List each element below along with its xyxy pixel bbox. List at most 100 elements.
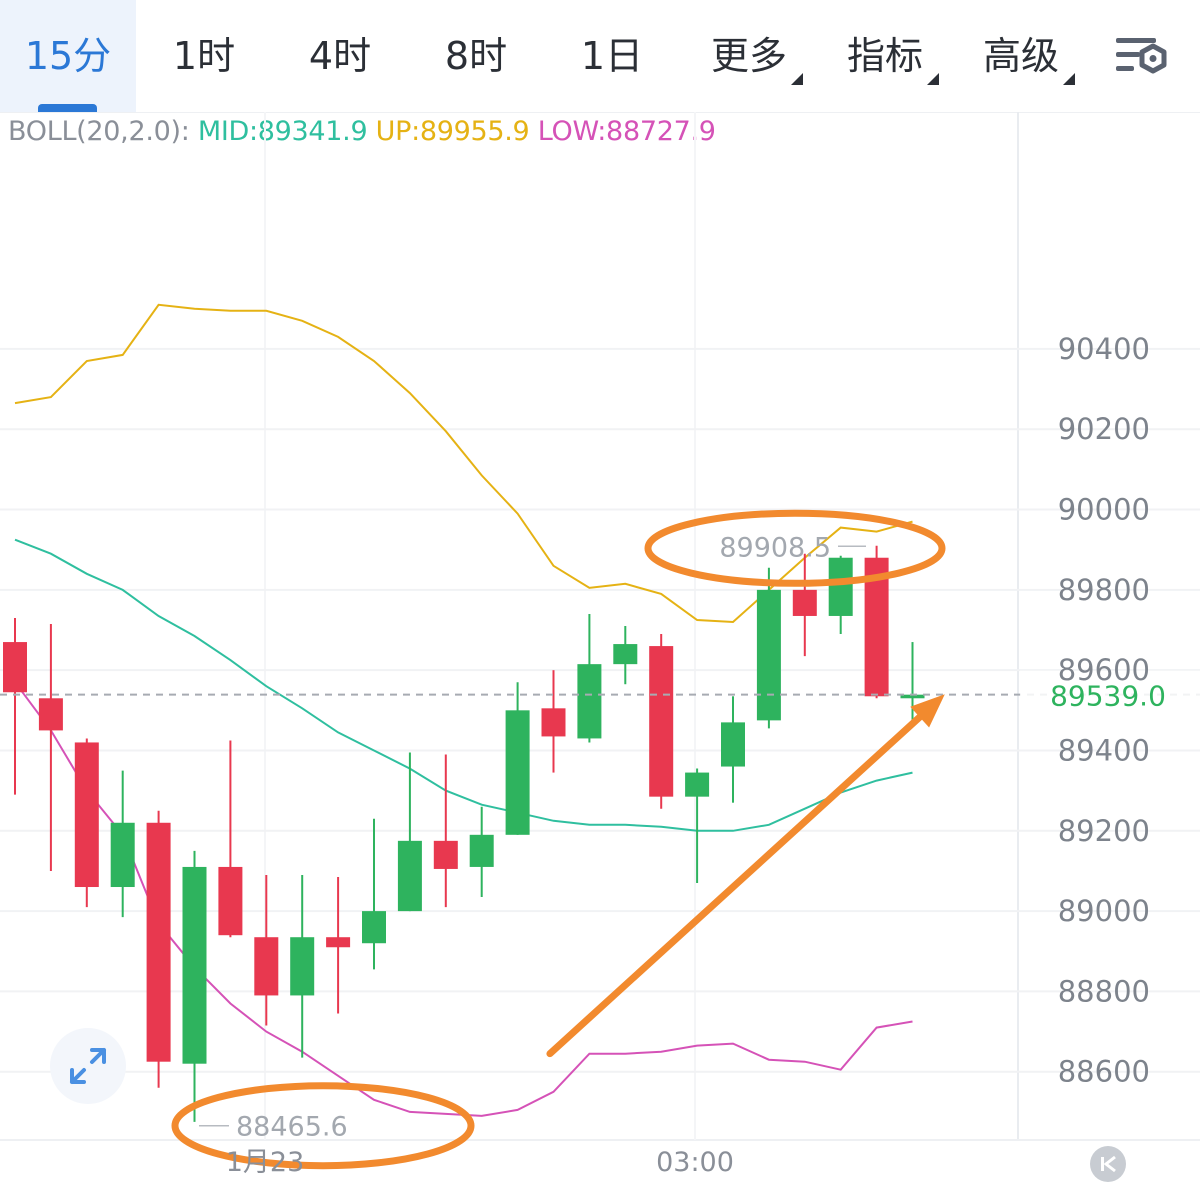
tab-label: 4时 xyxy=(308,34,372,78)
candle-body xyxy=(469,834,494,867)
low-price-marker: 88465.6 xyxy=(236,1112,348,1143)
tab-15m[interactable]: 15分 xyxy=(0,0,136,112)
y-tick-label: 88600 xyxy=(1058,1055,1150,1089)
candle-body xyxy=(828,557,853,616)
candle-body xyxy=(218,866,243,936)
tab-1d[interactable]: 1日 xyxy=(560,0,664,112)
y-tick-label: 89200 xyxy=(1058,814,1150,848)
active-tab-indicator xyxy=(38,104,97,112)
expand-icon xyxy=(70,1048,106,1084)
y-tick-label: 89800 xyxy=(1058,573,1150,607)
bullish-candle xyxy=(182,850,207,1122)
uptrend-arrow-head xyxy=(910,694,945,728)
candle-body xyxy=(900,694,925,699)
candle-body xyxy=(541,708,566,737)
fullscreen-button[interactable] xyxy=(50,1028,126,1104)
tab-4h[interactable]: 4时 xyxy=(288,0,392,112)
bullish-candle xyxy=(756,567,781,729)
candle-body xyxy=(290,937,315,996)
bearish-candle xyxy=(3,617,27,795)
candle-body xyxy=(362,911,386,944)
bearish-candle xyxy=(146,810,171,1088)
y-tick-label: 89000 xyxy=(1058,894,1150,928)
candle-body xyxy=(3,642,27,693)
x-tick-label: 03:00 xyxy=(656,1147,734,1178)
y-tick-label: 90400 xyxy=(1058,332,1150,366)
bearish-candle xyxy=(864,545,889,699)
bearish-candle xyxy=(433,754,458,908)
bearish-candle xyxy=(38,623,63,871)
tab-label: 指标 xyxy=(846,34,923,78)
y-tick-label: 89600 xyxy=(1058,653,1150,687)
candle-body xyxy=(74,742,99,888)
boll-label: BOLL(20,2.0): xyxy=(8,116,190,147)
tab-label: 1时 xyxy=(172,34,236,78)
low-annotation-ellipse xyxy=(171,1082,475,1170)
bullish-candle xyxy=(685,768,710,883)
current-price-label: 89539.0 xyxy=(1050,680,1166,713)
timeframe-tabbar: 15分 1时 4时 8时 1日 更多 指标 高级 xyxy=(0,0,1200,113)
candle-body xyxy=(721,722,745,767)
chart-settings-icon xyxy=(1116,38,1167,74)
high-price-marker: 89908.5 xyxy=(719,532,831,563)
tab-label: 15分 xyxy=(24,34,112,78)
tab-indicators-dropdown[interactable]: 指标 xyxy=(836,0,950,112)
tab-1h[interactable]: 1时 xyxy=(152,0,256,112)
bullish-candle xyxy=(290,874,315,1058)
scroll-to-latest-button[interactable] xyxy=(1090,1146,1126,1182)
x-tick-label: 1月23 xyxy=(226,1147,305,1178)
candle-body xyxy=(756,589,781,721)
bullish-candle xyxy=(613,626,638,685)
chart-settings-button[interactable] xyxy=(1112,30,1172,84)
tab-label: 更多 xyxy=(710,34,787,78)
tab-8h[interactable]: 8时 xyxy=(424,0,528,112)
candle-body xyxy=(254,937,279,996)
bearish-candle xyxy=(74,738,99,908)
boll-mid-line xyxy=(14,538,913,832)
boll-mid-value: MID:89341.9 xyxy=(197,116,368,147)
candle-body xyxy=(685,772,710,797)
candle-body xyxy=(146,822,171,1062)
uptrend-arrow-shaft xyxy=(546,713,924,1058)
tab-label: 8时 xyxy=(444,34,508,78)
bearish-candle xyxy=(649,634,674,809)
bearish-candle xyxy=(792,553,817,657)
candle-body xyxy=(397,840,422,912)
y-tick-label: 90000 xyxy=(1058,493,1150,527)
boll-low-value: LOW:88727.9 xyxy=(537,116,716,147)
tab-label: 1日 xyxy=(580,34,644,78)
bullish-candle xyxy=(362,818,386,970)
dropdown-caret-icon xyxy=(791,73,803,85)
candle-body xyxy=(326,937,351,948)
y-tick-label: 88800 xyxy=(1058,974,1150,1008)
bullish-candle xyxy=(469,806,494,898)
boll-upper-band-line xyxy=(14,303,913,624)
bearish-candle xyxy=(218,740,243,938)
bullish-candle xyxy=(900,642,925,727)
bearish-candle xyxy=(254,874,279,1026)
bearish-candle xyxy=(326,876,351,1014)
skip-to-end-icon xyxy=(1101,1155,1116,1173)
bullish-candle xyxy=(828,555,853,635)
candle-body xyxy=(433,840,458,869)
bullish-candle xyxy=(397,752,422,912)
bullish-candle xyxy=(721,696,745,803)
candle-body xyxy=(505,710,530,835)
candle-body xyxy=(649,646,674,797)
candle-body xyxy=(613,644,638,665)
y-tick-label: 89400 xyxy=(1058,733,1150,767)
candle-body xyxy=(182,866,207,1064)
candle-body xyxy=(38,698,63,731)
dropdown-caret-icon xyxy=(927,73,939,85)
candle-body xyxy=(792,589,817,616)
bearish-candle xyxy=(541,670,566,773)
boll-up-value: UP:89955.9 xyxy=(375,116,530,147)
bullish-candle xyxy=(505,682,530,835)
tab-advanced-dropdown[interactable]: 高级 xyxy=(972,0,1086,112)
candle-body xyxy=(110,822,135,888)
candle-body xyxy=(577,664,602,739)
y-tick-label: 90200 xyxy=(1058,412,1150,446)
tab-more-dropdown[interactable]: 更多 xyxy=(700,0,814,112)
boll-indicator-legend: BOLL(20,2.0): MID:89341.9 UP:89955.9 LOW… xyxy=(8,114,716,150)
